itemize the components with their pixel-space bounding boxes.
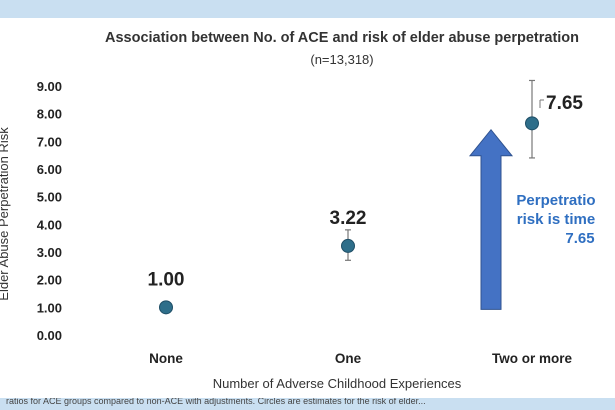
annotation-text: 7.65 — [565, 230, 594, 247]
annotation-text: Perpetratio — [516, 192, 595, 209]
y-tick-label: 8.00 — [37, 107, 62, 122]
y-tick-label: 2.00 — [37, 273, 62, 288]
footnote: ratios for ACE groups compared to non-AC… — [6, 398, 426, 406]
y-tick-label: 4.00 — [37, 217, 62, 232]
y-tick-label: 5.00 — [37, 190, 62, 205]
data-point — [159, 300, 173, 315]
chart-marks: 1.00 3.22 7.65 — [148, 79, 583, 315]
y-tick-label: 9.00 — [37, 79, 62, 94]
x-axis-label: Number of Adverse Childhood Experiences — [213, 376, 462, 391]
annotation-text: risk is time — [517, 211, 595, 228]
chart: Association between No. of ACE and risk … — [0, 30, 596, 391]
data-point — [525, 116, 539, 131]
annotation: Perpetratio risk is time 7.65 — [468, 128, 596, 310]
data-label: 3.22 — [330, 208, 367, 229]
chart-title: Association between No. of ACE and risk … — [105, 30, 579, 46]
y-tick-label: 3.00 — [37, 245, 62, 260]
y-tick-label: 1.00 — [37, 300, 62, 315]
y-tick-label: 0.00 — [37, 328, 62, 343]
y-tick-label: 6.00 — [37, 162, 62, 177]
y-axis-label: Elder Abuse Perpetration Risk — [0, 127, 11, 301]
data-point — [341, 238, 355, 253]
data-label: 1.00 — [148, 269, 185, 290]
x-tick-label: Two or more — [492, 351, 572, 366]
footnote-band: ratios for ACE groups compared to non-AC… — [0, 398, 615, 410]
top-band — [0, 0, 615, 18]
data-label: 7.65 — [546, 93, 583, 114]
chart-subtitle: (n=13,318) — [310, 52, 373, 67]
up-arrow — [468, 128, 514, 310]
x-tick-label: One — [335, 351, 362, 366]
y-axis-ticks: 0.00 1.00 2.00 3.00 4.00 5.00 6.00 7.00 8.00 9.00 — [37, 79, 62, 343]
y-tick-label: 7.00 — [37, 134, 62, 149]
x-tick-label: None — [149, 351, 183, 366]
x-axis-ticks: None One Two or more — [149, 351, 572, 366]
